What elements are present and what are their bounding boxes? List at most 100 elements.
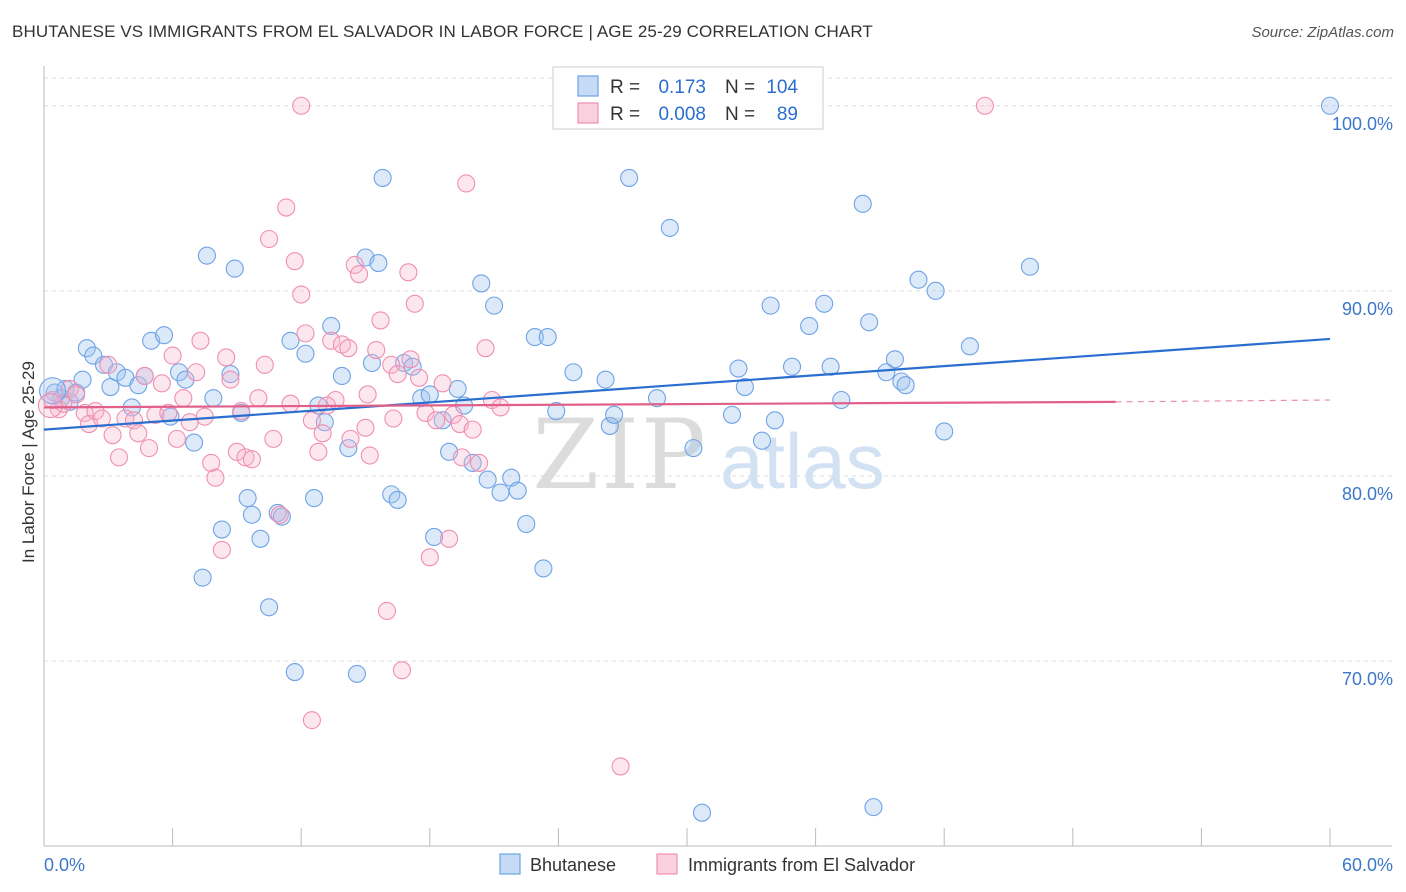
point-el-salvador [401,350,420,369]
point-bhutanese [238,489,257,508]
point-bhutanese [926,281,945,300]
point-bhutanese [305,489,324,508]
point-el-salvador [180,413,199,432]
legend-r-label-1: R = [610,77,640,98]
point-bhutanese [373,168,392,187]
point-bhutanese [517,514,536,534]
point-el-salvador [302,711,321,730]
point-el-salvador [236,448,255,467]
point-bhutanese [508,481,527,500]
point-bhutanese [909,270,928,289]
point-bhutanese [212,520,231,539]
point-bhutanese [463,453,482,472]
point-bhutanese [448,379,467,398]
point-bhutanese [129,376,148,395]
point-el-salvador [309,442,328,461]
point-bhutanese [684,439,703,458]
watermark: ZIP atlas [532,399,884,511]
legend-swatch-el-salvador [577,102,599,124]
point-el-salvador [174,389,193,408]
point-el-salvador [255,355,274,374]
point-el-salvador [345,255,364,274]
legend-swatch-bhutanese [577,75,599,97]
point-el-salvador [339,339,358,358]
point-bhutanese [660,218,679,237]
point-el-salvador [129,424,148,443]
point-bhutanese [605,405,624,424]
point-el-salvador [191,331,210,350]
point-bhutanese [564,363,583,382]
point-el-salvador [377,601,396,621]
legend-r-value-2: 0.008 [658,104,706,125]
point-el-salvador [292,96,311,115]
point-el-salvador [463,420,482,439]
point-el-salvador [341,429,360,448]
point-el-salvador [313,424,332,443]
point-bhutanese [534,559,553,578]
point-el-salvador [358,385,377,404]
point-bhutanese [285,662,304,682]
point-el-salvador [452,448,472,467]
point-bhutanese [242,505,261,524]
point-el-salvador [195,407,214,426]
point-el-salvador [167,429,186,448]
y-tick-label: 80.0% [1342,484,1393,504]
point-el-salvador [217,348,236,367]
point-el-salvador [371,311,390,330]
point-el-salvador [975,96,994,115]
point-bhutanese [193,568,212,587]
point-bhutanese [960,337,979,356]
point-bhutanese [176,370,195,389]
point-el-salvador [399,263,418,282]
point-bhutanese [259,598,279,617]
legend-r-label-2: R = [610,104,640,125]
legend-box: R = 0.173 N = 104 R = 0.008 N = 89 [552,66,824,130]
trendline-bhutanese [43,337,1331,431]
point-el-salvador [350,265,369,284]
point-bhutanese [525,328,544,347]
bottom-legend-swatch-bhutanese [499,853,521,875]
point-el-salvador [92,409,111,428]
point-bhutanese [735,378,754,397]
point-bhutanese [782,357,802,376]
point-bhutanese [877,363,896,382]
point-el-salvador [420,548,439,567]
point-bhutanese [547,402,566,421]
y-tick-label: 70.0% [1342,669,1393,689]
point-el-salvador [67,385,86,404]
point-bhutanese [1320,96,1340,115]
bottom-legend-label-bhutanese: Bhutanese [530,855,616,875]
point-bhutanese [864,798,883,817]
point-el-salvador [356,418,375,437]
point-bhutanese [832,390,851,410]
point-el-salvador [410,368,429,387]
point-bhutanese [221,365,240,384]
y-axis-label: In Labor Force | Age 25-29 [19,361,38,563]
watermark-atlas: atlas [720,417,885,505]
point-el-salvador [135,366,154,385]
point-bhutanese [204,389,223,408]
y-tick-label: 90.0% [1342,299,1393,319]
point-el-salvador [264,429,283,448]
point-bhutanese [896,376,915,395]
point-el-salvador [405,294,424,313]
point-el-salvador [285,252,304,271]
point-el-salvador [259,229,279,249]
point-bhutanese [853,194,872,213]
point-bhutanese [692,803,712,822]
point-el-salvador [296,324,315,343]
point-el-salvador [302,411,321,430]
point-el-salvador [221,370,240,389]
point-bhutanese [197,246,216,265]
point-el-salvador [367,340,386,360]
point-bhutanese [251,529,270,548]
point-bhutanese [472,274,491,293]
point-bhutanese [729,359,748,378]
point-bhutanese [935,422,954,441]
point-el-salvador [360,446,379,465]
bottom-legend-swatch-el-salvador [656,853,678,875]
trendline-el-salvador-extension [1115,399,1331,403]
point-el-salvador [433,374,452,393]
point-el-salvador [427,411,446,430]
